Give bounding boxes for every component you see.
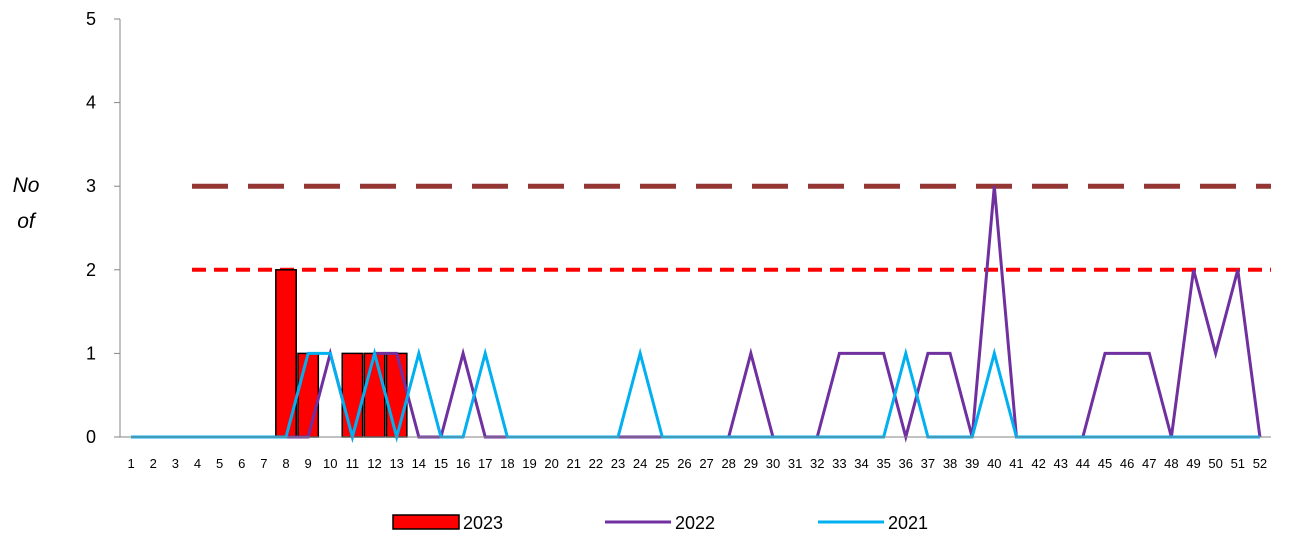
threshold-lines — [192, 183, 1271, 272]
x-tick-label-50: 50 — [1208, 456, 1222, 471]
bar-2023-12 — [363, 352, 386, 438]
x-tick-label-5: 5 — [216, 456, 223, 471]
x-tick-label-20: 20 — [544, 456, 558, 471]
x-tick-label-47: 47 — [1142, 456, 1156, 471]
x-tick-label-26: 26 — [677, 456, 691, 471]
x-tick-label-49: 49 — [1186, 456, 1200, 471]
x-tick-label-1: 1 — [127, 456, 134, 471]
x-tick-label-39: 39 — [965, 456, 979, 471]
legend-label-2021: 2021 — [888, 513, 928, 533]
x-tick-label-46: 46 — [1120, 456, 1134, 471]
x-tick-label-11: 11 — [346, 456, 360, 471]
legend-label-2022: 2022 — [675, 513, 715, 533]
x-tick-label-3: 3 — [172, 456, 179, 471]
x-tick-label-32: 32 — [810, 456, 824, 471]
legend: 2023 2022 2021 — [392, 513, 928, 533]
x-tick-label-30: 30 — [766, 456, 780, 471]
x-tick-label-27: 27 — [699, 456, 713, 471]
y-tick-label-1: 1 — [86, 343, 96, 363]
x-tick-label-40: 40 — [987, 456, 1001, 471]
y-tick-label-5: 5 — [86, 9, 96, 29]
x-tick-label-7: 7 — [260, 456, 267, 471]
y-tick-label-2: 2 — [86, 260, 96, 280]
x-tick-label-25: 25 — [655, 456, 669, 471]
x-tick-label-22: 22 — [589, 456, 603, 471]
x-tick-label-8: 8 — [282, 456, 289, 471]
x-tick-label-34: 34 — [854, 456, 868, 471]
x-tick-label-42: 42 — [1031, 456, 1045, 471]
x-tick-label-12: 12 — [367, 456, 381, 471]
bar-2023-13 — [385, 352, 408, 438]
y-tick-label-4: 4 — [86, 93, 96, 113]
x-tick-labels: 1 2 3 4 5 6 7 8 9 10 11 12 13 14 15 16 17 18 19 20 21 22 23 24 2… — [127, 456, 1267, 471]
legend-label-2023: 2023 — [463, 513, 503, 533]
x-tick-label-23: 23 — [611, 456, 625, 471]
x-tick-label-14: 14 — [412, 456, 426, 471]
x-tick-label-4: 4 — [194, 456, 201, 471]
x-tick-label-9: 9 — [305, 456, 312, 471]
x-tick-label-43: 43 — [1053, 456, 1067, 471]
x-tick-label-17: 17 — [478, 456, 492, 471]
x-tick-label-41: 41 — [1009, 456, 1023, 471]
x-tick-label-15: 15 — [434, 456, 448, 471]
bar-2023-9 — [297, 352, 320, 438]
x-tick-label-16: 16 — [456, 456, 470, 471]
x-tick-label-38: 38 — [943, 456, 957, 471]
y-tick-label-3: 3 — [86, 176, 96, 196]
x-tick-label-29: 29 — [744, 456, 758, 471]
x-tick-label-35: 35 — [876, 456, 890, 471]
y-axis-label-line-1: No — [13, 174, 40, 197]
x-tick-label-44: 44 — [1076, 456, 1090, 471]
x-tick-label-21: 21 — [567, 456, 581, 471]
x-tick-label-13: 13 — [389, 456, 403, 471]
legend-swatch-2023 — [392, 514, 460, 530]
x-tick-label-45: 45 — [1098, 456, 1112, 471]
bar-2023-11 — [341, 352, 364, 438]
x-tick-label-28: 28 — [721, 456, 735, 471]
x-tick-label-19: 19 — [522, 456, 536, 471]
y-axis-label-line-2: of — [17, 210, 37, 233]
x-tick-label-52: 52 — [1253, 456, 1267, 471]
y-tick-label-0: 0 — [86, 427, 96, 447]
x-tick-label-2: 2 — [150, 456, 157, 471]
axes — [114, 18, 1271, 438]
x-tick-label-6: 6 — [238, 456, 245, 471]
x-tick-label-10: 10 — [323, 456, 337, 471]
x-tick-label-37: 37 — [921, 456, 935, 471]
x-tick-label-51: 51 — [1231, 456, 1245, 471]
x-tick-label-24: 24 — [633, 456, 647, 471]
x-tick-label-48: 48 — [1164, 456, 1178, 471]
x-tick-label-36: 36 — [899, 456, 913, 471]
y-tick-labels: 0 1 2 3 4 5 — [86, 9, 96, 447]
x-tick-label-31: 31 — [788, 456, 802, 471]
x-tick-label-18: 18 — [500, 456, 514, 471]
x-tick-label-33: 33 — [832, 456, 846, 471]
